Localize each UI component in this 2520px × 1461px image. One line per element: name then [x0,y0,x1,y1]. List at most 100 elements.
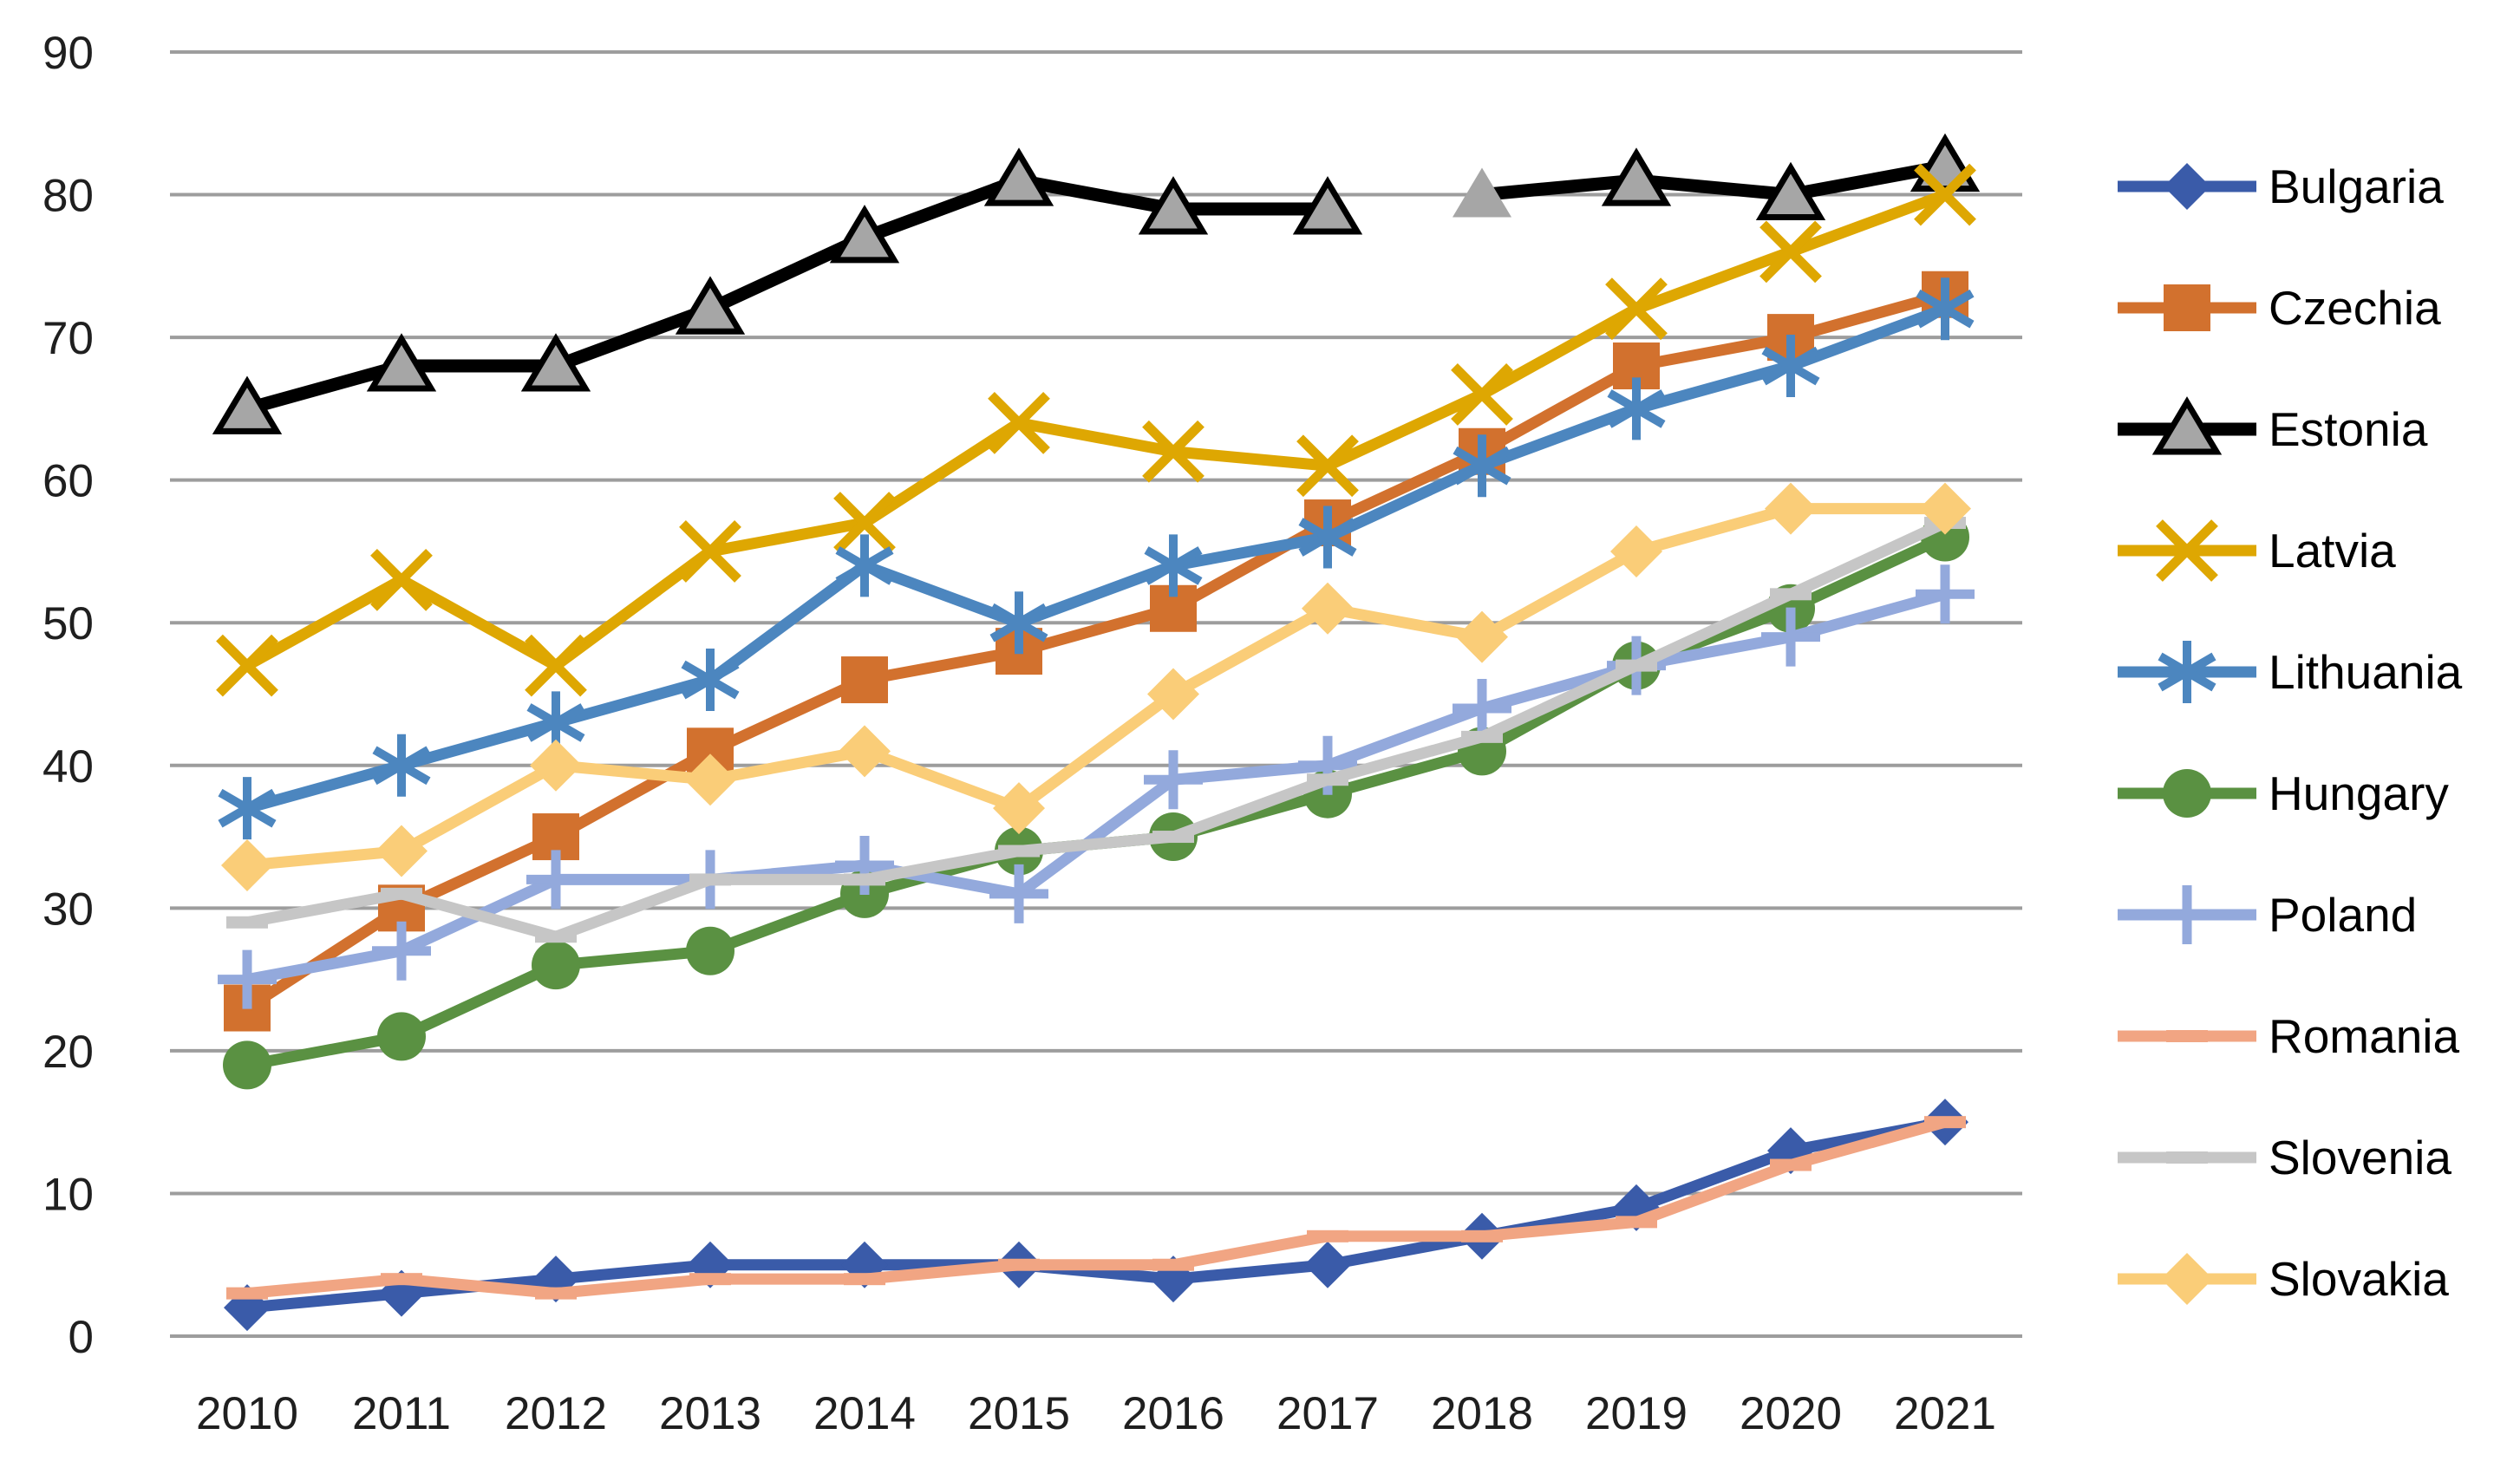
y-tick-label: 10 [42,1169,94,1220]
marker [1916,277,1975,341]
marker [1451,363,1513,426]
y-tick-label: 60 [42,456,94,507]
marker [686,926,734,975]
series-estonia [212,133,1981,434]
marker [532,941,580,990]
marker [377,1012,426,1061]
marker [221,838,273,891]
marker [370,548,433,611]
marker [998,1258,1040,1271]
marker [844,873,885,886]
marker [1147,668,1199,721]
marker [675,276,746,335]
marker [372,734,431,797]
marker [218,777,277,840]
marker [1916,564,1975,624]
series-bulgaria [224,1099,1968,1332]
y-tick-label: 70 [42,313,94,364]
marker [535,930,577,943]
marker [1755,161,1826,221]
marker [1292,176,1363,235]
marker [1142,420,1205,483]
marker [1296,434,1359,498]
x-tick-label: 2016 [1122,1388,1224,1439]
series-line [241,189,1951,672]
marker [226,916,268,929]
marker [223,1040,271,1090]
marker [381,887,422,900]
marker [839,725,891,778]
x-tick-label: 2019 [1585,1388,1688,1439]
marker [835,534,894,597]
marker [1616,659,1657,672]
marker [1605,277,1668,341]
marker [1914,163,1976,226]
marker [1152,831,1194,844]
marker [1304,1241,1351,1288]
marker [1453,167,1511,218]
marker [1298,505,1357,569]
marker [212,375,283,434]
marker [1610,525,1662,577]
marker [535,1287,577,1300]
series-line [241,503,1951,871]
y-tick-label: 90 [42,28,94,79]
x-tick-label: 2015 [968,1388,1070,1439]
marker [998,845,1040,858]
x-tick-label: 2014 [813,1388,916,1439]
marker [381,1273,422,1286]
marker [1770,588,1812,601]
marker [833,492,896,554]
series-romania [226,1116,1966,1300]
series-line [241,303,1951,814]
marker [1761,607,1820,667]
marker [829,205,900,264]
marker [375,825,428,877]
y-tick-label: 0 [69,1312,94,1363]
series-slovakia [221,482,1971,891]
marker [1461,1229,1503,1243]
marker [1453,678,1511,738]
marker [372,921,431,981]
y-tick-label: 50 [42,598,94,649]
y-tick-label: 80 [42,171,94,222]
marker [1759,220,1822,284]
series-line [241,289,1951,1014]
marker [520,333,591,392]
series-lithuania [218,277,1975,840]
marker [983,147,1054,206]
marker [216,634,278,697]
series-latvia [216,163,1976,697]
marker [1919,482,1971,535]
marker [1601,147,1672,206]
y-axis-labels: 0 10 20 30 40 50 60 70 80 90 [42,28,94,1363]
marker [689,873,731,886]
marker [988,391,1050,454]
marker [993,782,1045,835]
marker [1144,534,1203,597]
gridlines [170,50,2022,1338]
marker [1761,335,1820,398]
marker [366,333,437,392]
marker [1144,750,1203,810]
marker [1924,1116,1966,1129]
marker [1302,582,1354,635]
marker [1765,482,1817,535]
marker [679,520,741,583]
marker [1461,730,1503,743]
y-tick-label: 20 [42,1027,94,1078]
marker [1453,434,1511,498]
marker [689,1273,731,1286]
marker [681,649,740,712]
series-line [241,1116,1951,1300]
marker [1607,377,1666,440]
x-axis-labels: 2010 2011 2012 2013 2014 2015 2016 2017 2018 2019… [196,1388,1996,1439]
marker [526,850,585,910]
marker [1307,773,1348,786]
marker [989,864,1048,923]
marker [684,753,736,806]
series-line [241,517,1951,942]
x-tick-label: 2021 [1894,1388,1996,1439]
